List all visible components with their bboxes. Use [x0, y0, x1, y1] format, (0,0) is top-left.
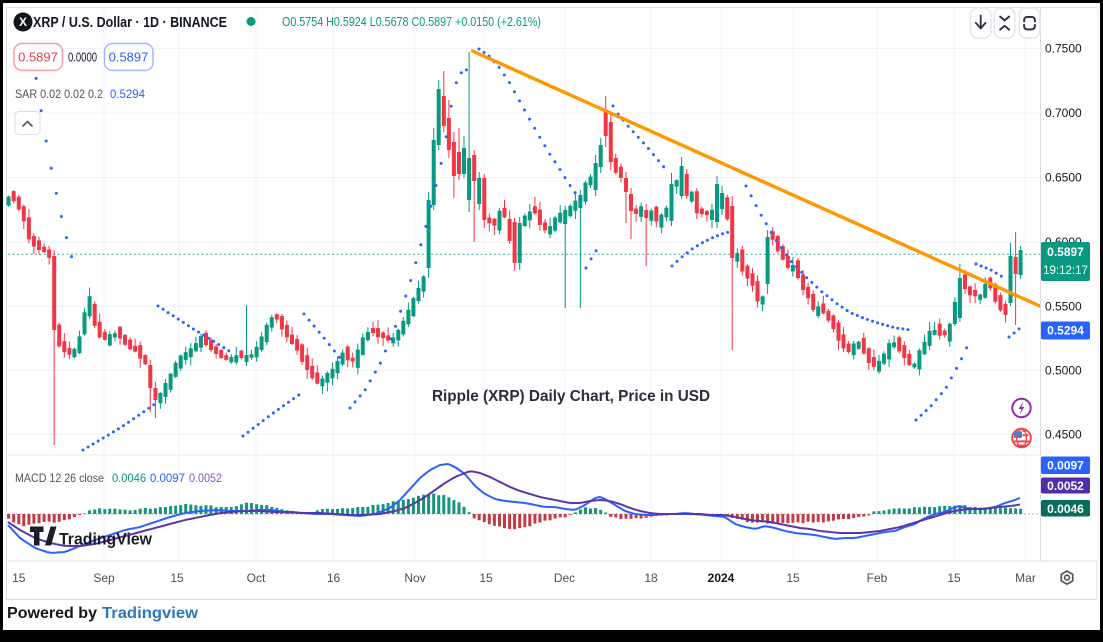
svg-text:0.0046: 0.0046	[112, 471, 146, 485]
svg-text:O0.5754 H0.5924 L0.5678 C0.589: O0.5754 H0.5924 L0.5678 C0.5897 +0.0150 …	[282, 14, 541, 29]
svg-text:2024: 2024	[708, 571, 735, 585]
svg-text:0.7000: 0.7000	[1045, 106, 1082, 120]
svg-text:Nov: Nov	[404, 571, 425, 585]
svg-text:0.5897: 0.5897	[1047, 245, 1084, 259]
svg-text:Ripple (XRP) Daily Chart, Pric: Ripple (XRP) Daily Chart, Price in USD	[432, 388, 710, 405]
svg-text:19:12:17: 19:12:17	[1043, 265, 1088, 277]
svg-text:0.5000: 0.5000	[1045, 364, 1082, 378]
svg-text:0.7500: 0.7500	[1045, 42, 1082, 56]
svg-text:XRP / U.S. Dollar · 1D · BINAN: XRP / U.S. Dollar · 1D · BINANCE	[33, 15, 227, 31]
svg-text:0.5897: 0.5897	[109, 50, 149, 65]
svg-text:0.0000: 0.0000	[68, 51, 97, 65]
svg-text:0.5294: 0.5294	[110, 87, 145, 101]
svg-text:0.5897: 0.5897	[18, 50, 58, 65]
svg-text:Sep: Sep	[93, 571, 115, 585]
svg-text:Feb: Feb	[867, 571, 888, 585]
svg-text:MACD 12 26 close: MACD 12 26 close	[15, 471, 104, 485]
svg-text:0.4500: 0.4500	[1045, 428, 1082, 442]
svg-text:18: 18	[644, 571, 658, 585]
svg-text:0.5294: 0.5294	[1047, 324, 1084, 338]
svg-text:SAR 0.02 0.02 0.2: SAR 0.02 0.02 0.2	[15, 87, 103, 101]
svg-text:15: 15	[479, 571, 493, 585]
svg-text:0.0052: 0.0052	[1047, 479, 1084, 493]
svg-text:0.0046: 0.0046	[1047, 502, 1084, 516]
svg-text:0.6500: 0.6500	[1045, 171, 1082, 185]
svg-text:0.5500: 0.5500	[1045, 300, 1082, 314]
svg-text:Tradingview: Tradingview	[102, 605, 199, 622]
svg-text:Oct: Oct	[247, 571, 266, 585]
svg-text:TradingView: TradingView	[59, 531, 152, 549]
svg-text:Dec: Dec	[554, 571, 575, 585]
svg-text:0.0052: 0.0052	[189, 471, 222, 485]
svg-text:15: 15	[786, 571, 800, 585]
svg-text:Mar: Mar	[1015, 571, 1036, 585]
svg-text:0.0097: 0.0097	[150, 471, 185, 485]
svg-text:0.0097: 0.0097	[1047, 459, 1084, 473]
svg-text:16: 16	[327, 571, 341, 585]
svg-text:15: 15	[947, 571, 961, 585]
svg-text:15: 15	[170, 571, 184, 585]
svg-text:15: 15	[12, 571, 26, 585]
svg-text:X: X	[19, 15, 27, 29]
svg-text:Powered by: Powered by	[7, 605, 97, 622]
